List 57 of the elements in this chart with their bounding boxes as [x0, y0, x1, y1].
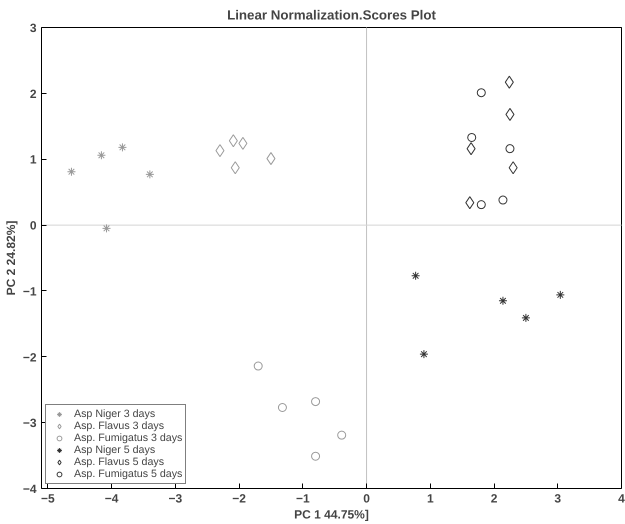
point — [96, 150, 106, 160]
point — [337, 430, 346, 440]
point — [505, 144, 514, 154]
point — [476, 200, 486, 210]
x-tick-label: 1 — [426, 492, 434, 506]
point — [238, 136, 248, 150]
point — [411, 271, 420, 280]
point — [215, 144, 224, 158]
y-axis-title: PC 2 24.82%] — [4, 220, 18, 296]
point — [278, 403, 287, 412]
x-tick-label: 2 — [490, 492, 498, 506]
point — [66, 167, 76, 176]
point — [311, 452, 320, 461]
point — [102, 224, 112, 233]
legend-label: Asp. Fumigatus 5 days — [74, 468, 182, 480]
x-tick-label: 0 — [363, 492, 370, 506]
point — [521, 313, 530, 322]
x-tick-label: −4 — [104, 492, 119, 506]
y-tick-label: 2 — [30, 86, 37, 101]
chart-title: Linear Normalization.Scores Plot — [227, 8, 436, 22]
point — [230, 161, 240, 174]
point — [311, 397, 320, 406]
y-tick-label: 3 — [30, 21, 37, 35]
legend-label: Asp. Fumigatus 3 days — [74, 432, 182, 444]
legend-label: Asp Niger 5 days — [74, 444, 156, 456]
legend-label: Asp. Flavus 5 days — [74, 456, 164, 468]
x-tick-label: −3 — [168, 492, 183, 506]
point — [466, 142, 476, 156]
point — [254, 362, 263, 370]
y-tick-label: −4 — [22, 482, 37, 496]
x-tick-label: −5 — [41, 492, 56, 506]
point — [498, 196, 508, 205]
x-tick-label: 4 — [618, 492, 625, 506]
point — [266, 152, 276, 166]
legend-label: Asp. Flavus 3 days — [74, 420, 164, 432]
x-tick-label: −2 — [232, 492, 246, 506]
point — [467, 132, 476, 142]
y-tick-label: −1 — [22, 284, 37, 298]
point — [145, 170, 154, 179]
x-tick-label: −1 — [296, 492, 310, 506]
point — [476, 88, 486, 98]
point — [498, 296, 508, 306]
point — [419, 350, 428, 359]
point — [465, 196, 474, 210]
point — [228, 134, 238, 148]
y-tick-label: 1 — [30, 152, 37, 167]
point — [505, 108, 514, 121]
y-tick-label: −2 — [22, 350, 37, 364]
point — [504, 76, 514, 89]
y-tick-label: −3 — [22, 416, 37, 430]
x-tick-label: 3 — [554, 492, 562, 506]
point — [556, 290, 565, 300]
y-tick-label: 0 — [30, 218, 37, 233]
legend-label: Asp Niger 3 days — [74, 408, 156, 420]
x-axis-title: PC 1 44.75%] — [294, 508, 369, 522]
point — [508, 161, 518, 174]
point — [118, 142, 127, 152]
